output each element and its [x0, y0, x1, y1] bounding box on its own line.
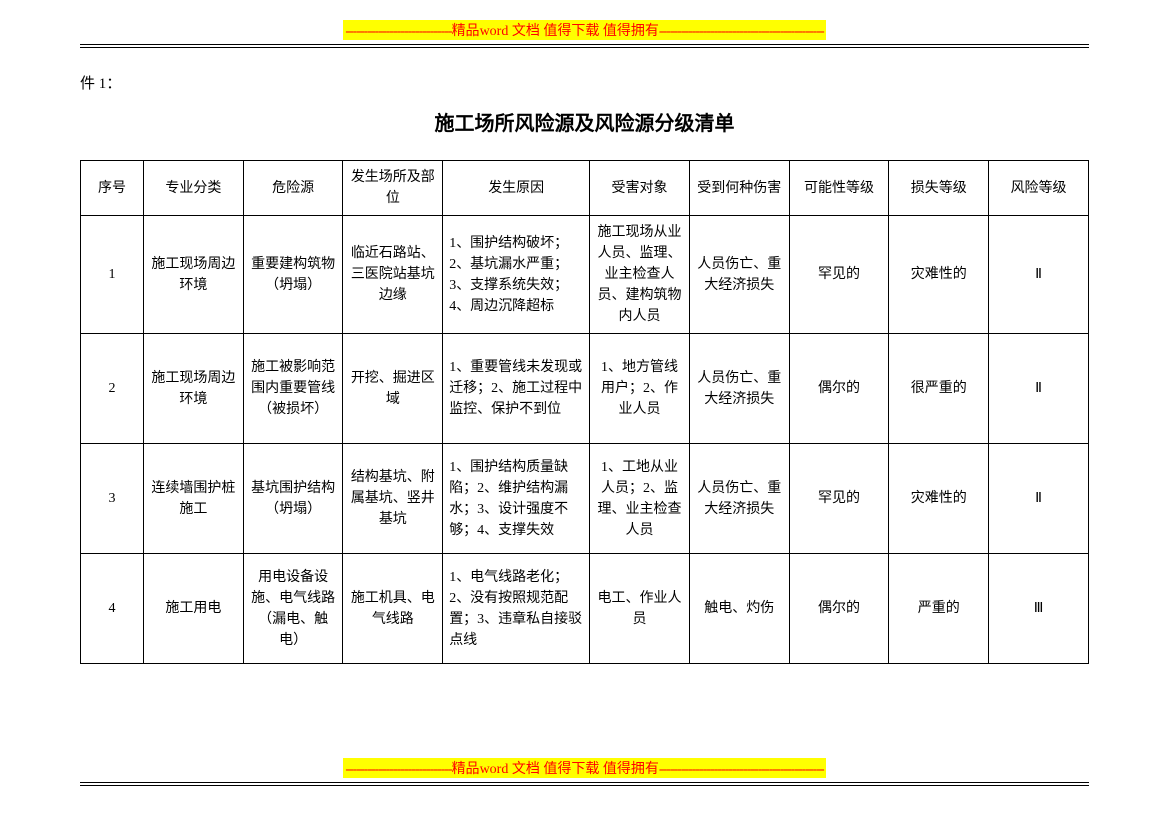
banner-dashes-right-b: ----------------------------------------…	[659, 762, 824, 777]
cell-likelihood: 罕见的	[789, 216, 889, 334]
cell-likelihood: 罕见的	[789, 444, 889, 554]
cell-loss: 很严重的	[889, 334, 989, 444]
top-double-rule	[80, 44, 1089, 48]
cell-seq: 1	[81, 216, 144, 334]
bottom-banner: -----------------------------精品word 文档 值…	[80, 758, 1089, 786]
top-banner: -----------------------------精品word 文档 值…	[80, 20, 1089, 40]
cell-likelihood: 偶尔的	[789, 554, 889, 664]
banner-dashes-left-b: -----------------------------	[345, 762, 451, 777]
cell-loss: 严重的	[889, 554, 989, 664]
cell-seq: 3	[81, 444, 144, 554]
banner-label: 精品word 文档 值得下载 值得拥有	[452, 24, 659, 39]
col-risk: 风险等级	[989, 161, 1089, 216]
cell-location: 施工机具、电气线路	[343, 554, 443, 664]
table-row: 2施工现场周边环境施工被影响范围内重要管线（被损坏）开挖、掘进区域1、重要管线未…	[81, 334, 1089, 444]
table-row: 1施工现场周边环境重要建构筑物（坍塌）临近石路站、三医院站基坑边缘1、围护结构破…	[81, 216, 1089, 334]
bottom-double-rule	[80, 782, 1089, 786]
cell-likelihood: 偶尔的	[789, 334, 889, 444]
cell-category: 施工现场周边环境	[143, 216, 243, 334]
col-category: 专业分类	[143, 161, 243, 216]
cell-loss: 灾难性的	[889, 444, 989, 554]
cell-victim: 电工、作业人员	[590, 554, 690, 664]
cell-loss: 灾难性的	[889, 216, 989, 334]
cell-hazard: 基坑围护结构（坍塌）	[243, 444, 343, 554]
cell-cause: 1、电气线路老化；2、没有按照规范配置；3、违章私自接驳点线	[443, 554, 590, 664]
cell-victim: 施工现场从业人员、监理、业主检查人员、建构筑物内人员	[590, 216, 690, 334]
cell-harm: 人员伤亡、重大经济损失	[689, 334, 789, 444]
cell-risk: Ⅱ	[989, 334, 1089, 444]
col-loss: 损失等级	[889, 161, 989, 216]
cell-location: 结构基坑、附属基坑、竖井基坑	[343, 444, 443, 554]
table-row: 4施工用电用电设备设施、电气线路（漏电、触电）施工机具、电气线路1、电气线路老化…	[81, 554, 1089, 664]
cell-cause: 1、围护结构破坏；2、基坑漏水严重；3、支撑系统失效；4、周边沉降超标	[443, 216, 590, 334]
attachment-label: 件 1：	[80, 72, 1089, 93]
cell-victim: 1、地方管线用户；2、作业人员	[590, 334, 690, 444]
cell-hazard: 施工被影响范围内重要管线（被损坏）	[243, 334, 343, 444]
risk-table: 序号 专业分类 危险源 发生场所及部位 发生原因 受害对象 受到何种伤害 可能性…	[80, 160, 1089, 664]
cell-hazard: 用电设备设施、电气线路（漏电、触电）	[243, 554, 343, 664]
cell-risk: Ⅱ	[989, 216, 1089, 334]
cell-risk: Ⅱ	[989, 444, 1089, 554]
col-victim: 受害对象	[590, 161, 690, 216]
cell-risk: Ⅲ	[989, 554, 1089, 664]
cell-location: 临近石路站、三医院站基坑边缘	[343, 216, 443, 334]
col-location: 发生场所及部位	[343, 161, 443, 216]
cell-harm: 人员伤亡、重大经济损失	[689, 216, 789, 334]
col-hazard: 危险源	[243, 161, 343, 216]
cell-category: 施工现场周边环境	[143, 334, 243, 444]
col-likelihood: 可能性等级	[789, 161, 889, 216]
cell-category: 施工用电	[143, 554, 243, 664]
table-row: 3连续墙围护桩施工基坑围护结构（坍塌）结构基坑、附属基坑、竖井基坑1、围护结构质…	[81, 444, 1089, 554]
banner-text-bottom: -----------------------------精品word 文档 值…	[343, 758, 825, 778]
col-seq: 序号	[81, 161, 144, 216]
banner-label-b: 精品word 文档 值得下载 值得拥有	[452, 762, 659, 777]
cell-category: 连续墙围护桩施工	[143, 444, 243, 554]
cell-victim: 1、工地从业人员；2、监理、业主检查人员	[590, 444, 690, 554]
cell-seq: 2	[81, 334, 144, 444]
cell-hazard: 重要建构筑物（坍塌）	[243, 216, 343, 334]
cell-harm: 触电、灼伤	[689, 554, 789, 664]
col-harm: 受到何种伤害	[689, 161, 789, 216]
banner-dashes-right: ----------------------------------------…	[659, 24, 824, 39]
cell-cause: 1、重要管线未发现或迁移；2、施工过程中监控、保护不到位	[443, 334, 590, 444]
cell-cause: 1、围护结构质量缺陷；2、维护结构漏水；3、设计强度不够；4、支撑失效	[443, 444, 590, 554]
document-title: 施工场所风险源及风险源分级清单	[80, 107, 1089, 136]
cell-seq: 4	[81, 554, 144, 664]
banner-dashes-left: -----------------------------	[345, 24, 451, 39]
col-cause: 发生原因	[443, 161, 590, 216]
cell-harm: 人员伤亡、重大经济损失	[689, 444, 789, 554]
cell-location: 开挖、掘进区域	[343, 334, 443, 444]
banner-text: -----------------------------精品word 文档 值…	[343, 20, 825, 40]
table-header-row: 序号 专业分类 危险源 发生场所及部位 发生原因 受害对象 受到何种伤害 可能性…	[81, 161, 1089, 216]
